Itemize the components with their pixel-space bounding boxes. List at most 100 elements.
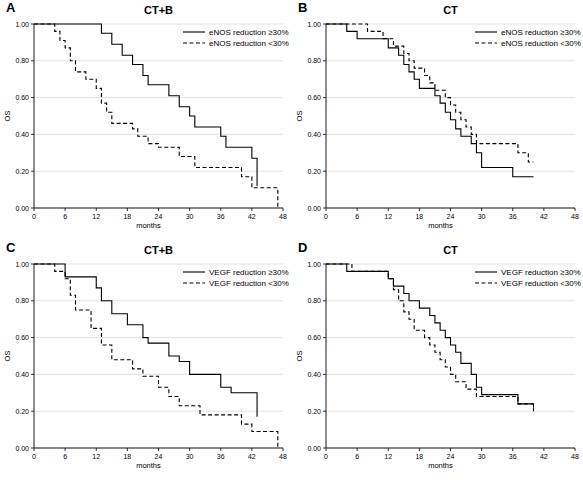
legend-swatch: [475, 42, 497, 43]
x-axis: [34, 448, 283, 449]
x-axis: [34, 208, 283, 209]
x-tick-label: 24: [447, 213, 455, 220]
y-tick-label: 0.20: [15, 168, 29, 175]
x-tick-label: 6: [63, 453, 67, 460]
panel: BCT0.000.200.400.600.801.000612182430364…: [295, 0, 581, 230]
panel-letter: A: [6, 0, 16, 15]
panel: DCT0.000.200.400.600.801.000612182430364…: [295, 240, 581, 470]
legend-swatch: [475, 31, 497, 32]
y-tick-label: 0.20: [307, 168, 321, 175]
grid-line: [34, 208, 283, 209]
x-tick-label: 30: [186, 213, 194, 220]
x-tick-label: 0: [32, 453, 36, 460]
x-tick-label: 36: [217, 213, 225, 220]
title: CT+B: [144, 4, 173, 16]
grid-line: [34, 300, 283, 301]
y-tick-label: 0.00: [307, 205, 321, 212]
y-tick-label: 0.80: [307, 297, 321, 304]
x-tick-label: 36: [217, 453, 225, 460]
x-tick-label: 6: [63, 213, 67, 220]
x-tick: [450, 448, 451, 451]
legend: VEGF reduction ≥30%VEGF reduction <30%: [475, 268, 581, 288]
legend-swatch: [183, 282, 205, 283]
x-tick-label: 48: [279, 453, 287, 460]
x-tick-label: 48: [571, 213, 579, 220]
x-tick: [158, 448, 159, 451]
x-tick-label: 12: [92, 213, 100, 220]
x-tick-label: 24: [155, 213, 163, 220]
legend-swatch: [475, 271, 497, 272]
x-tick-label: 18: [123, 213, 131, 220]
grid-line: [34, 374, 283, 375]
x-tick-label: 42: [248, 213, 256, 220]
panel-letter: C: [6, 240, 16, 255]
x-tick: [189, 448, 190, 451]
title: CT: [443, 244, 458, 256]
legend: eNOS reduction ≥30% eNOS reduction <30%: [475, 28, 581, 48]
y-tick-label: 0.20: [15, 408, 29, 415]
x-tick: [543, 448, 544, 451]
x-axis-label: months: [428, 461, 453, 470]
y-axis-label: OS: [3, 111, 12, 122]
grid-line: [326, 134, 575, 135]
x-tick-label: 36: [509, 213, 517, 220]
y-tick-label: 0.20: [307, 408, 321, 415]
grid-line: [34, 97, 283, 98]
x-tick-label: 30: [186, 453, 194, 460]
y-tick-label: 0.40: [15, 371, 29, 378]
legend-label: eNOS reduction ≥30%: [209, 28, 289, 37]
grid-line: [326, 264, 575, 265]
y-tick-label: 1.00: [15, 21, 29, 28]
x-tick-label: 18: [415, 453, 423, 460]
y-tick-label: 0.40: [15, 131, 29, 138]
y-axis: [34, 24, 35, 208]
x-tick: [220, 448, 221, 451]
y-tick-label: 0.80: [15, 57, 29, 64]
legend-label: VEGF reduction ≥30%: [209, 268, 289, 277]
x-axis-label: months: [136, 461, 161, 470]
grid-line: [326, 300, 575, 301]
x-tick: [357, 448, 358, 451]
plot-area: [34, 24, 278, 208]
panel: CCT+B0.000.200.400.600.801.0006121824303…: [3, 240, 289, 470]
x-tick-label: 48: [571, 453, 579, 460]
y-axis-label: OS: [3, 351, 12, 362]
legend-label: eNOS reduction ≥30%: [501, 28, 581, 37]
y-tick-label: 0.60: [307, 94, 321, 101]
legend-swatch: [183, 31, 205, 32]
grid-line: [326, 171, 575, 172]
survival-curve: [34, 264, 278, 448]
plot-area: [34, 264, 278, 448]
y-axis: [326, 264, 327, 448]
x-tick-label: 6: [355, 213, 359, 220]
x-tick: [419, 448, 420, 451]
x-tick-label: 24: [447, 453, 455, 460]
grid-line: [326, 208, 575, 209]
survival-curve: [34, 24, 278, 208]
y-tick-label: 1.00: [307, 21, 321, 28]
legend: VEGF reduction ≥30%VEGF reduction <30%: [183, 268, 289, 288]
x-tick-label: 30: [478, 213, 486, 220]
grid-line: [34, 134, 283, 135]
y-tick-label: 1.00: [307, 261, 321, 268]
y-tick-label: 0.40: [307, 371, 321, 378]
x-tick: [326, 448, 327, 451]
x-tick-label: 12: [92, 453, 100, 460]
survival-curve: [34, 24, 257, 186]
y-tick-label: 0.60: [307, 334, 321, 341]
y-axis: [34, 264, 35, 448]
y-tick-label: 0.80: [307, 57, 321, 64]
panel-letter: D: [298, 240, 307, 255]
y-tick-label: 0.40: [307, 131, 321, 138]
x-axis-label: months: [136, 221, 161, 230]
panel: ACT+B0.000.200.400.600.801.0006121824303…: [3, 0, 289, 230]
x-tick: [127, 448, 128, 451]
legend-swatch: [183, 271, 205, 272]
legend-label: eNOS reduction <30%: [501, 39, 581, 48]
x-tick-label: 30: [478, 453, 486, 460]
x-tick-label: 36: [509, 453, 517, 460]
grid-line: [34, 448, 283, 449]
x-tick-label: 12: [384, 213, 392, 220]
grid-line: [34, 411, 283, 412]
x-tick: [283, 448, 284, 451]
